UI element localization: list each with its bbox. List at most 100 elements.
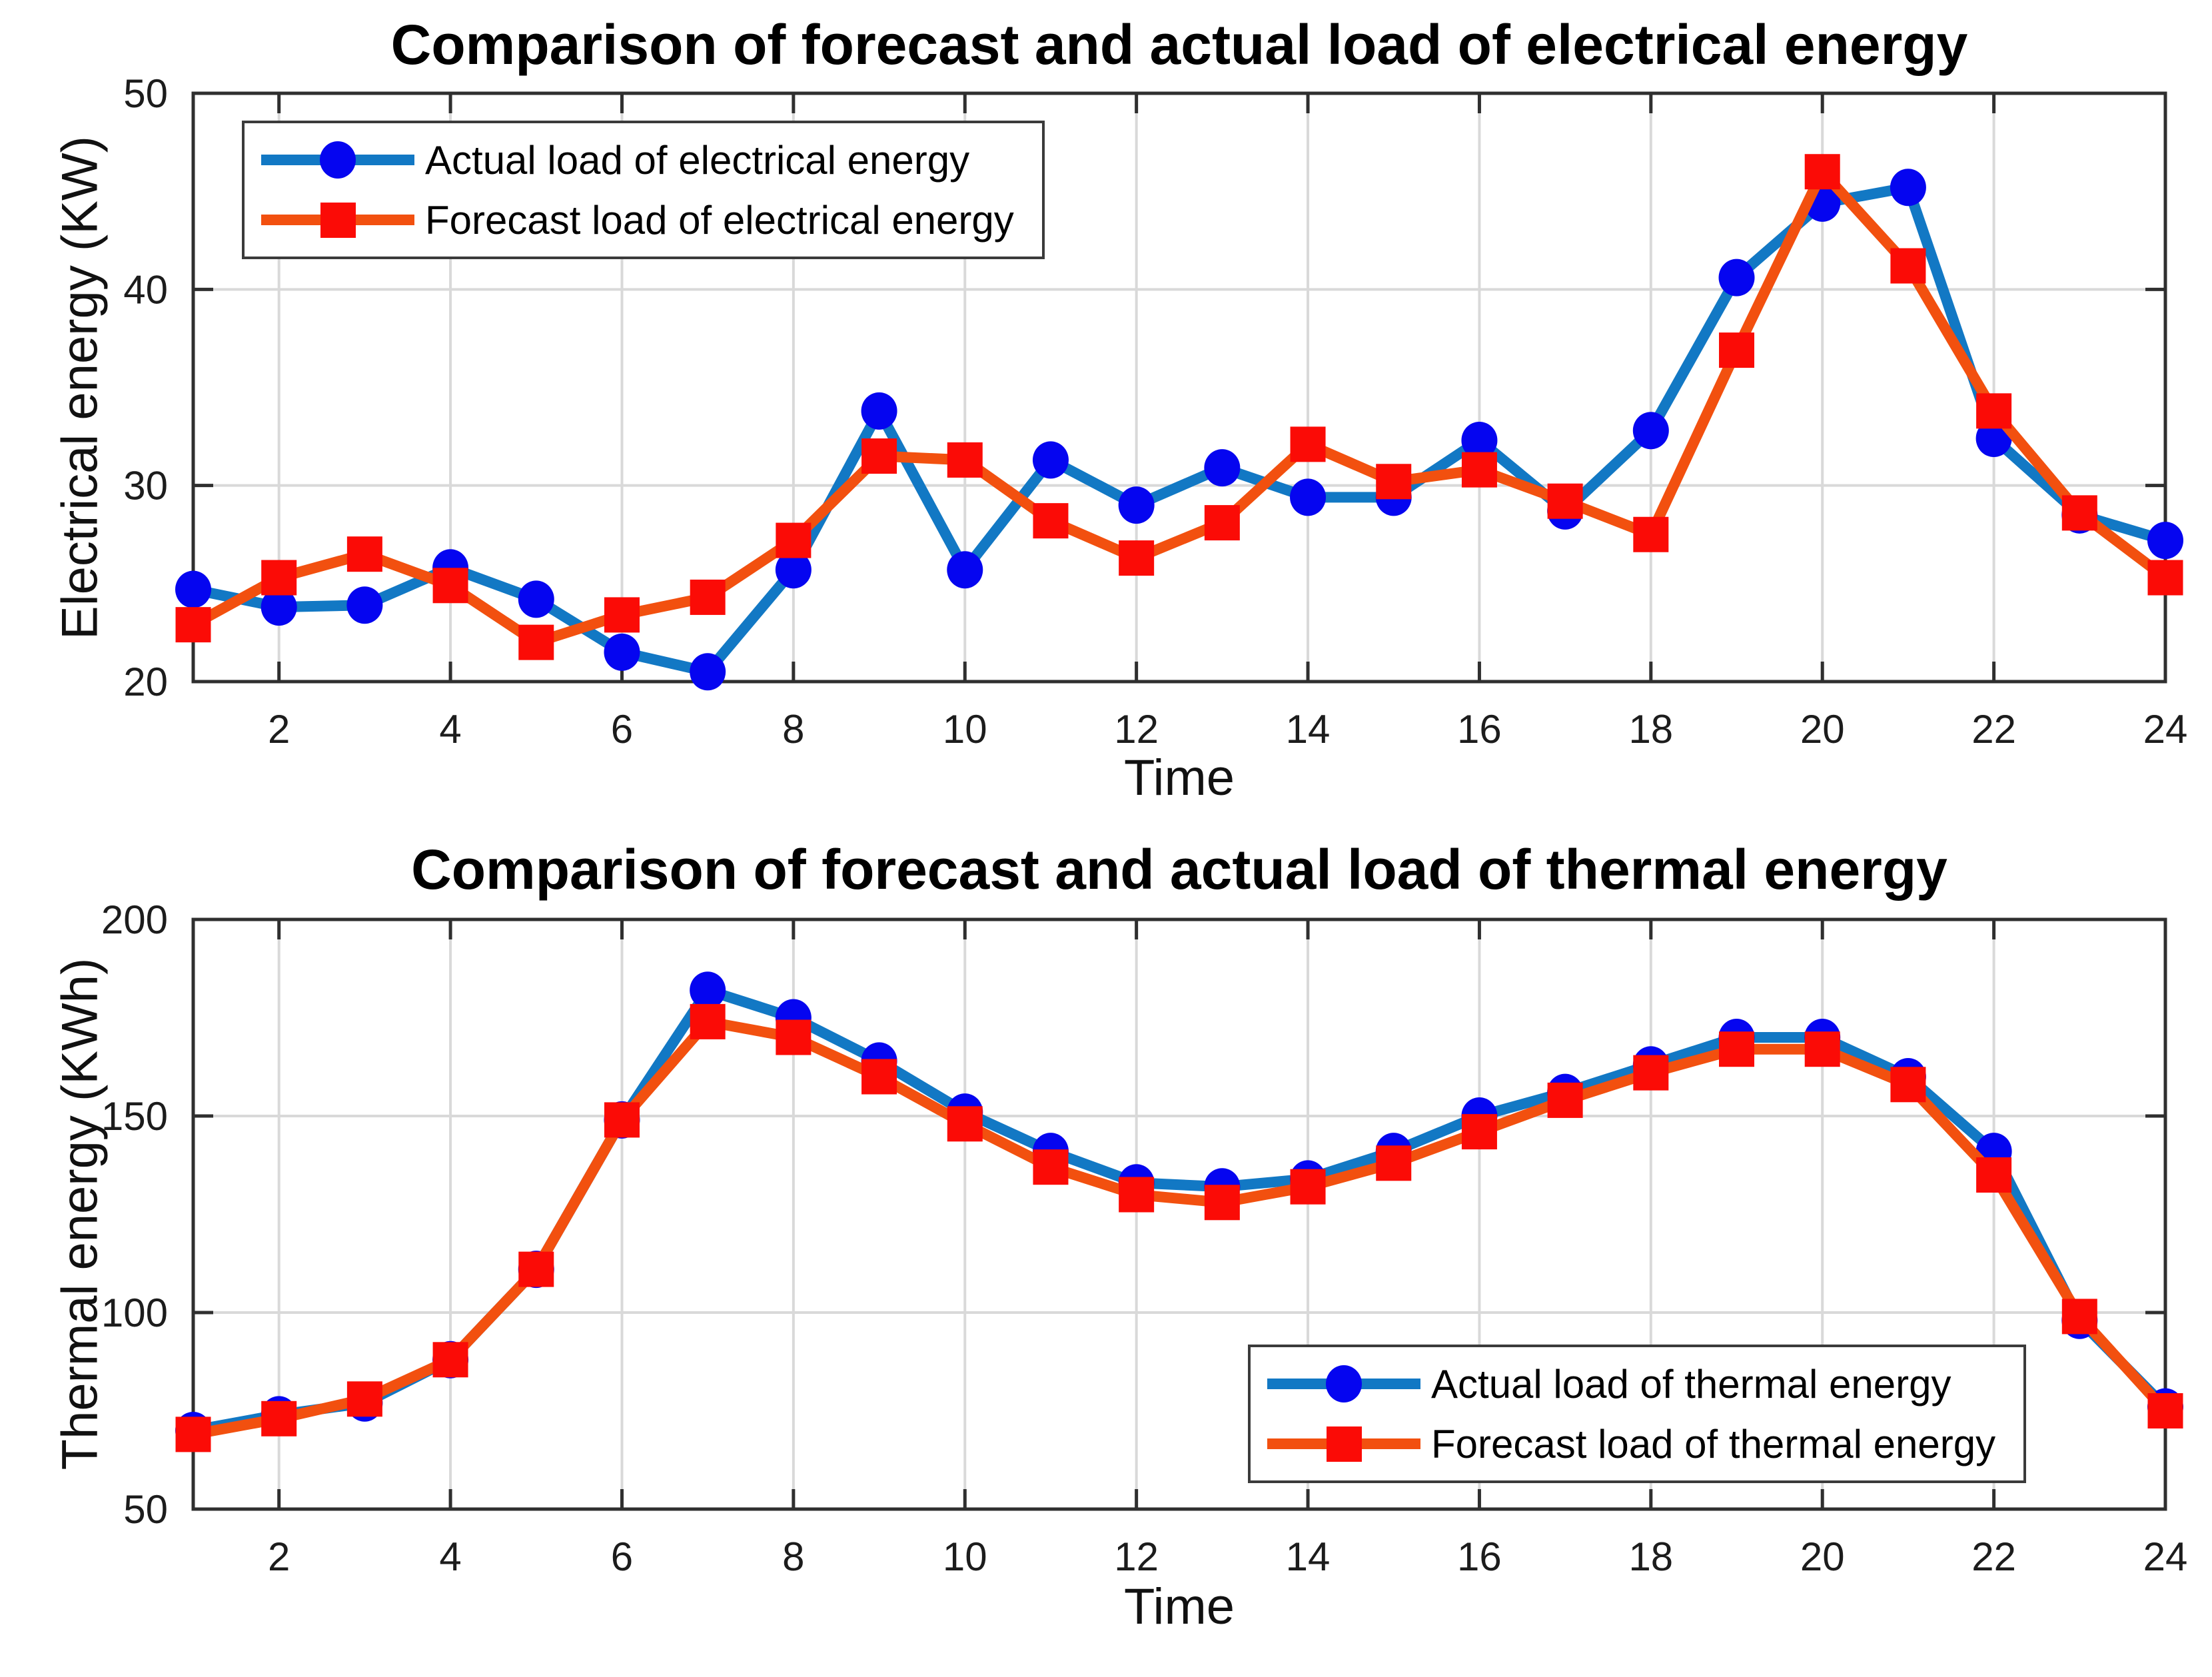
data-point-marker — [518, 624, 554, 660]
data-point-marker — [861, 392, 897, 430]
data-point-marker — [2061, 1299, 2097, 1335]
forecast-line-swatch — [1251, 1414, 1420, 1474]
data-point-marker — [1633, 1055, 1669, 1091]
y-tick-label: 30 — [123, 464, 168, 508]
data-point-marker — [1632, 412, 1669, 450]
data-point-marker — [1890, 169, 1926, 207]
forecast-line-swatch — [245, 190, 414, 250]
data-point-marker — [518, 1251, 554, 1287]
y-tick-label: 100 — [101, 1291, 168, 1335]
forecast-series — [175, 1003, 2183, 1452]
x-tick-label: 2 — [268, 1534, 290, 1579]
data-point-marker — [1118, 486, 1155, 524]
x-tick-label: 16 — [1457, 707, 1502, 752]
legend-label: Actual load of thermal energy — [1431, 1361, 1951, 1406]
data-point-marker — [2061, 495, 2097, 531]
data-point-marker — [346, 586, 383, 624]
data-point-marker — [175, 1416, 211, 1452]
data-point-marker — [261, 560, 297, 596]
electrical-legend: Actual load of electrical energy Forecas… — [242, 121, 1045, 259]
data-point-marker — [1547, 483, 1583, 519]
actual-line-swatch — [245, 130, 414, 190]
forecast-series — [175, 154, 2183, 660]
x-tick-label: 18 — [1628, 1534, 1673, 1579]
data-point-marker — [2147, 1393, 2183, 1428]
square-marker-icon — [1327, 1426, 1362, 1462]
data-point-marker — [1033, 1149, 1069, 1185]
y-tick-label: 50 — [123, 1487, 168, 1532]
x-tick-label: 16 — [1457, 1534, 1502, 1579]
x-tick-label: 4 — [439, 707, 461, 752]
data-point-marker — [1033, 503, 1069, 539]
data-point-marker — [861, 438, 897, 474]
actual-line-swatch — [1251, 1354, 1420, 1414]
legend-label: Forecast load of thermal energy — [1431, 1421, 1996, 1466]
x-tick-label: 20 — [1800, 1534, 1845, 1579]
data-point-marker — [432, 1342, 468, 1378]
legend-label: Actual load of electrical energy — [425, 137, 970, 183]
data-point-marker — [175, 570, 211, 608]
data-point-marker — [1204, 1185, 1240, 1221]
electrical-y-axis-label: Electrical energy (KW) — [51, 136, 109, 640]
data-point-marker — [690, 1003, 726, 1039]
data-point-marker — [175, 607, 211, 643]
legend-label: Forecast load of electrical energy — [425, 197, 1014, 243]
data-point-marker — [1119, 540, 1155, 576]
axes-box — [191, 91, 2167, 684]
data-point-marker — [1719, 1031, 1755, 1067]
data-point-marker — [1719, 332, 1755, 368]
x-tick-label: 14 — [1286, 1534, 1331, 1579]
data-point-marker — [604, 633, 640, 671]
data-point-marker — [776, 1019, 812, 1055]
data-point-marker — [1290, 1169, 1326, 1205]
y-tick-label: 40 — [123, 267, 168, 312]
thermal-chart-title: Comparison of forecast and actual load o… — [411, 838, 1947, 901]
x-tick-label: 20 — [1800, 707, 1845, 752]
tick-marks — [193, 91, 2167, 684]
data-point-marker — [1290, 426, 1326, 462]
x-tick-label: 6 — [611, 707, 633, 752]
data-point-marker — [1119, 1177, 1155, 1213]
data-point-marker — [1376, 1145, 1412, 1181]
x-tick-label: 10 — [943, 707, 987, 752]
data-point-marker — [690, 971, 726, 1009]
x-tick-label: 4 — [439, 1534, 461, 1579]
x-tick-label: 14 — [1286, 707, 1331, 752]
x-tick-label: 6 — [611, 1534, 633, 1579]
x-tick-label: 10 — [943, 1534, 987, 1579]
thermal-y-axis-label: Thermal energy (KWh) — [51, 957, 109, 1470]
x-tick-label: 12 — [1114, 707, 1159, 752]
circle-marker-icon — [320, 141, 356, 179]
data-point-marker — [261, 1400, 297, 1436]
legend-row-forecast: Forecast load of thermal energy — [1251, 1414, 1995, 1474]
data-point-marker — [1032, 441, 1069, 479]
x-tick-label: 8 — [782, 707, 804, 752]
electrical-chart-title: Comparison of forecast and actual load o… — [390, 13, 1968, 76]
actual-line — [192, 182, 2167, 678]
data-point-marker — [1376, 464, 1412, 500]
data-point-marker — [1890, 248, 1926, 284]
legend-row-actual: Actual load of electrical energy — [245, 130, 1014, 190]
x-tick-label: 24 — [2143, 1534, 2188, 1579]
data-point-marker — [1461, 1114, 1497, 1150]
data-point-marker — [690, 653, 726, 691]
data-point-marker — [1976, 1157, 2012, 1193]
data-point-marker — [1547, 1082, 1583, 1118]
y-tick-label: 20 — [123, 660, 168, 704]
x-tick-label: 2 — [268, 707, 290, 752]
thermal-x-axis-label: Time — [1123, 1578, 1235, 1635]
y-tick-label: 150 — [101, 1094, 168, 1139]
data-point-marker — [1461, 421, 1498, 459]
x-tick-label: 8 — [782, 1534, 804, 1579]
data-point-marker — [1290, 478, 1327, 516]
thermal-legend: Actual load of thermal energy Forecast l… — [1248, 1345, 2027, 1483]
data-point-marker — [947, 1106, 983, 1142]
data-point-marker — [776, 522, 812, 558]
square-marker-icon — [320, 203, 356, 238]
data-point-marker — [2147, 522, 2183, 560]
y-tick-label: 50 — [123, 71, 168, 116]
data-point-marker — [947, 442, 983, 478]
